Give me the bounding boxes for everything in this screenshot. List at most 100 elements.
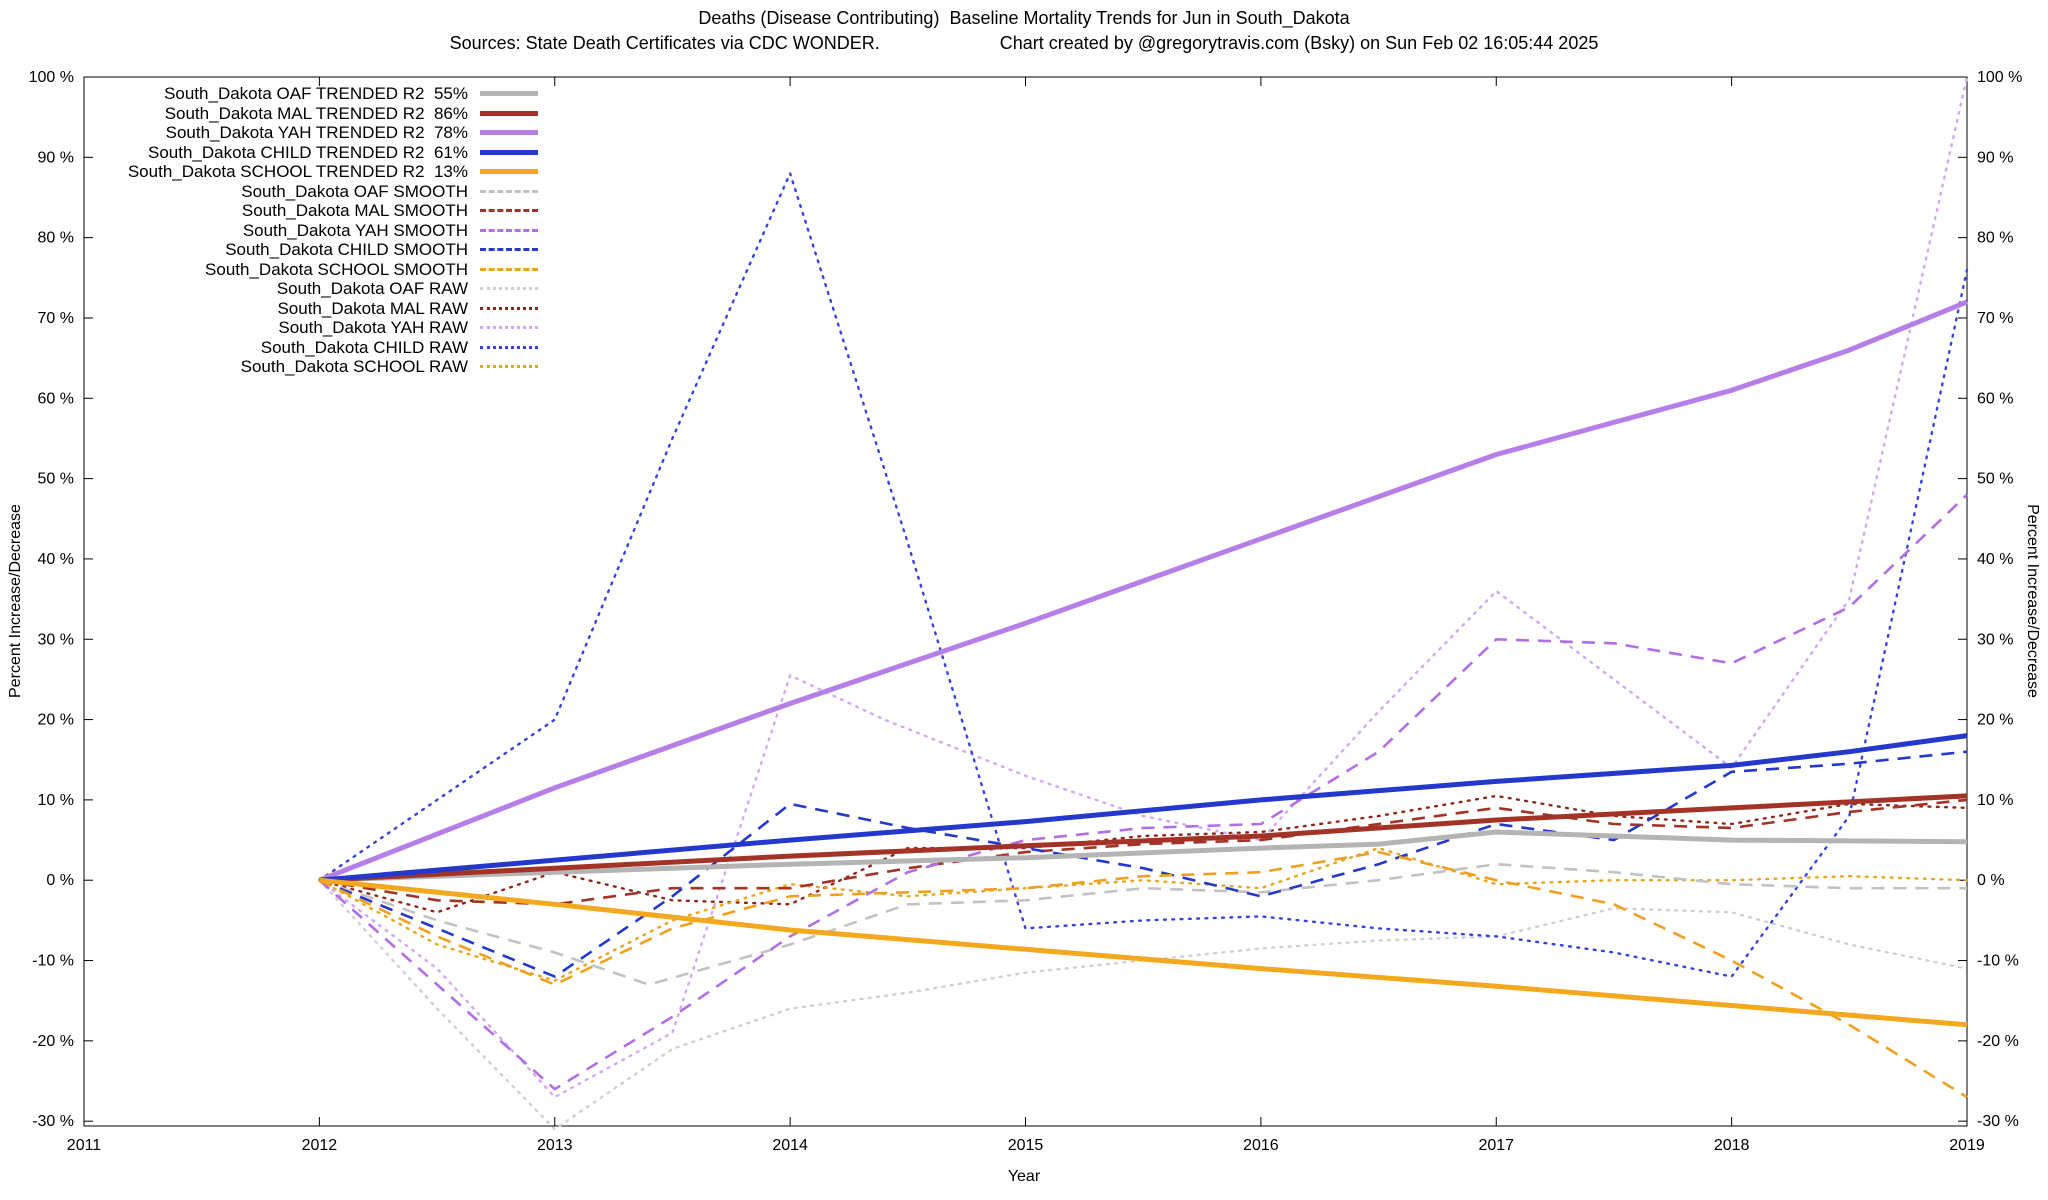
chart-credit: Chart created by @gregorytravis.com (Bsk… [999,33,1599,53]
y-tick-label-right: 70 % [1977,310,2013,327]
series-oaf-raw [318,879,1969,1131]
legend-item-yah-raw: South_Dakota YAH RAW [86,318,538,338]
y-tick-label-left: 50 % [38,471,74,488]
y-tick-label-left: -10 % [32,953,74,970]
legend: South_Dakota OAF TRENDED R2 55% South_Dak… [86,84,538,377]
x-tick-label: 2016 [1243,1137,1279,1154]
legend-item-child-trended: South_Dakota CHILD TRENDED R2 61% [86,143,538,163]
y-tick-label-right: 30 % [1977,631,2013,648]
legend-label: South_Dakota MAL RAW [277,298,468,318]
legend-label: South_Dakota CHILD TRENDED R2 61% [148,142,468,162]
series-mal-trended [319,793,1968,883]
y-tick-label-left: -20 % [32,1033,74,1050]
series-school-raw [318,846,1969,982]
series-school-smooth [318,850,1968,1099]
y-tick-label-left: 80 % [38,230,74,247]
legend-item-oaf-smooth: South_Dakota OAF SMOOTH [86,182,538,202]
legend-line-sample [480,365,538,369]
x-tick-label: 2019 [1949,1137,1985,1154]
y-tick-label-right: -10 % [1977,953,2019,970]
legend-item-oaf-raw: South_Dakota OAF RAW [86,279,538,299]
y-tick-label-right: -30 % [1977,1113,2019,1130]
series-child-trended [319,733,1968,883]
legend-label: South_Dakota CHILD RAW [260,337,468,357]
y-tick-label-right: 90 % [1977,149,2013,166]
x-tick-label: 2011 [67,1137,102,1154]
legend-item-school-trended: South_Dakota SCHOOL TRENDED R2 13% [86,162,538,182]
series-yah-raw [318,75,1969,1099]
y-tick-label-left: 40 % [38,551,74,568]
series-oaf-trended [319,829,1968,883]
chart-sources: Sources: State Death Certificates via CD… [449,33,880,53]
legend-label: South_Dakota SCHOOL TRENDED R2 13% [127,162,468,181]
legend-line-sample [480,169,538,175]
legend-item-mal-smooth: South_Dakota MAL SMOOTH [86,201,538,221]
y-tick-label-right: 40 % [1977,551,2013,568]
legend-label: South_Dakota OAF SMOOTH [241,181,468,201]
y-tick-label-right: -20 % [1977,1033,2019,1050]
y-tick-label-left: 60 % [38,390,74,407]
legend-label: South_Dakota SCHOOL SMOOTH [205,259,468,279]
x-axis-label: Year [1007,1168,1041,1185]
series-school-trended [319,877,1968,1028]
legend-line-sample [480,248,538,252]
legend-label: South_Dakota YAH SMOOTH [242,220,468,240]
legend-item-yah-smooth: South_Dakota YAH SMOOTH [86,221,538,241]
legend-line-sample [480,209,538,213]
chart-title: Deaths (Disease Contributing) Baseline M… [698,8,1350,28]
legend-label: South_Dakota OAF RAW [276,279,468,298]
x-tick-label: 2018 [1714,1137,1750,1154]
legend-label: South_Dakota MAL TRENDED R2 86% [164,103,468,123]
y-tick-label-right: 10 % [1977,792,2013,809]
y-tick-label-right: 60 % [1977,390,2013,407]
legend-line-sample [480,110,538,116]
legend-item-child-raw: South_Dakota CHILD RAW [86,338,538,358]
y-tick-label-left: 0 % [46,872,74,889]
y-tick-label-left: 90 % [38,149,74,166]
legend-item-mal-trended: South_Dakota MAL TRENDED R2 86% [86,104,538,124]
series-child-raw [318,172,1969,978]
chart-subtitle: Sources: State Death Certificates via CD… [0,33,2048,54]
x-tick-label: 2017 [1478,1137,1514,1154]
legend-item-mal-raw: South_Dakota MAL RAW [86,299,538,319]
legend-line-sample [480,326,538,330]
series-mal-raw [318,794,1969,914]
series-child-smooth [318,750,1968,978]
x-tick-label: 2013 [537,1137,573,1154]
legend-line-sample [480,91,538,97]
legend-line-sample [480,345,538,349]
legend-label: South_Dakota YAH TRENDED R2 78% [165,123,468,142]
series-yah-smooth [318,493,1968,1091]
y-tick-label-left: 70 % [38,310,74,327]
legend-label: South_Dakota YAH RAW [278,318,468,337]
y-tick-label-left: -30 % [32,1113,74,1130]
x-tick-label: 2015 [1008,1137,1044,1154]
y-tick-label-left: 100 % [29,69,74,86]
series-oaf-smooth [318,862,1967,986]
legend-item-child-smooth: South_Dakota CHILD SMOOTH [86,240,538,260]
legend-item-school-smooth: South_Dakota SCHOOL SMOOTH [86,260,538,280]
legend-line-sample [480,189,538,193]
legend-label: South_Dakota MAL SMOOTH [241,201,468,220]
y-tick-label-left: 30 % [38,631,74,648]
legend-line-sample [480,228,538,232]
series-yah-trended [318,299,1968,883]
legend-line-sample [480,306,538,310]
legend-item-yah-trended: South_Dakota YAH TRENDED R2 78% [86,123,538,143]
legend-label: South_Dakota OAF TRENDED R2 55% [164,84,468,103]
legend-line-sample [480,287,538,291]
legend-label: South_Dakota CHILD SMOOTH [225,240,468,259]
legend-line-sample [480,267,538,271]
x-tick-label: 2014 [772,1137,808,1154]
legend-line-sample [480,130,538,136]
y-tick-label-right: 100 % [1977,69,2022,86]
series-mal-smooth [319,798,1968,906]
y-tick-label-left: 20 % [38,712,74,729]
y-tick-label-right: 50 % [1977,471,2013,488]
y-tick-label-left: 10 % [38,792,74,809]
y-tick-label-right: 20 % [1977,712,2013,729]
y-tick-label-right: 0 % [1977,872,2005,889]
y-tick-label-right: 80 % [1977,230,2013,247]
